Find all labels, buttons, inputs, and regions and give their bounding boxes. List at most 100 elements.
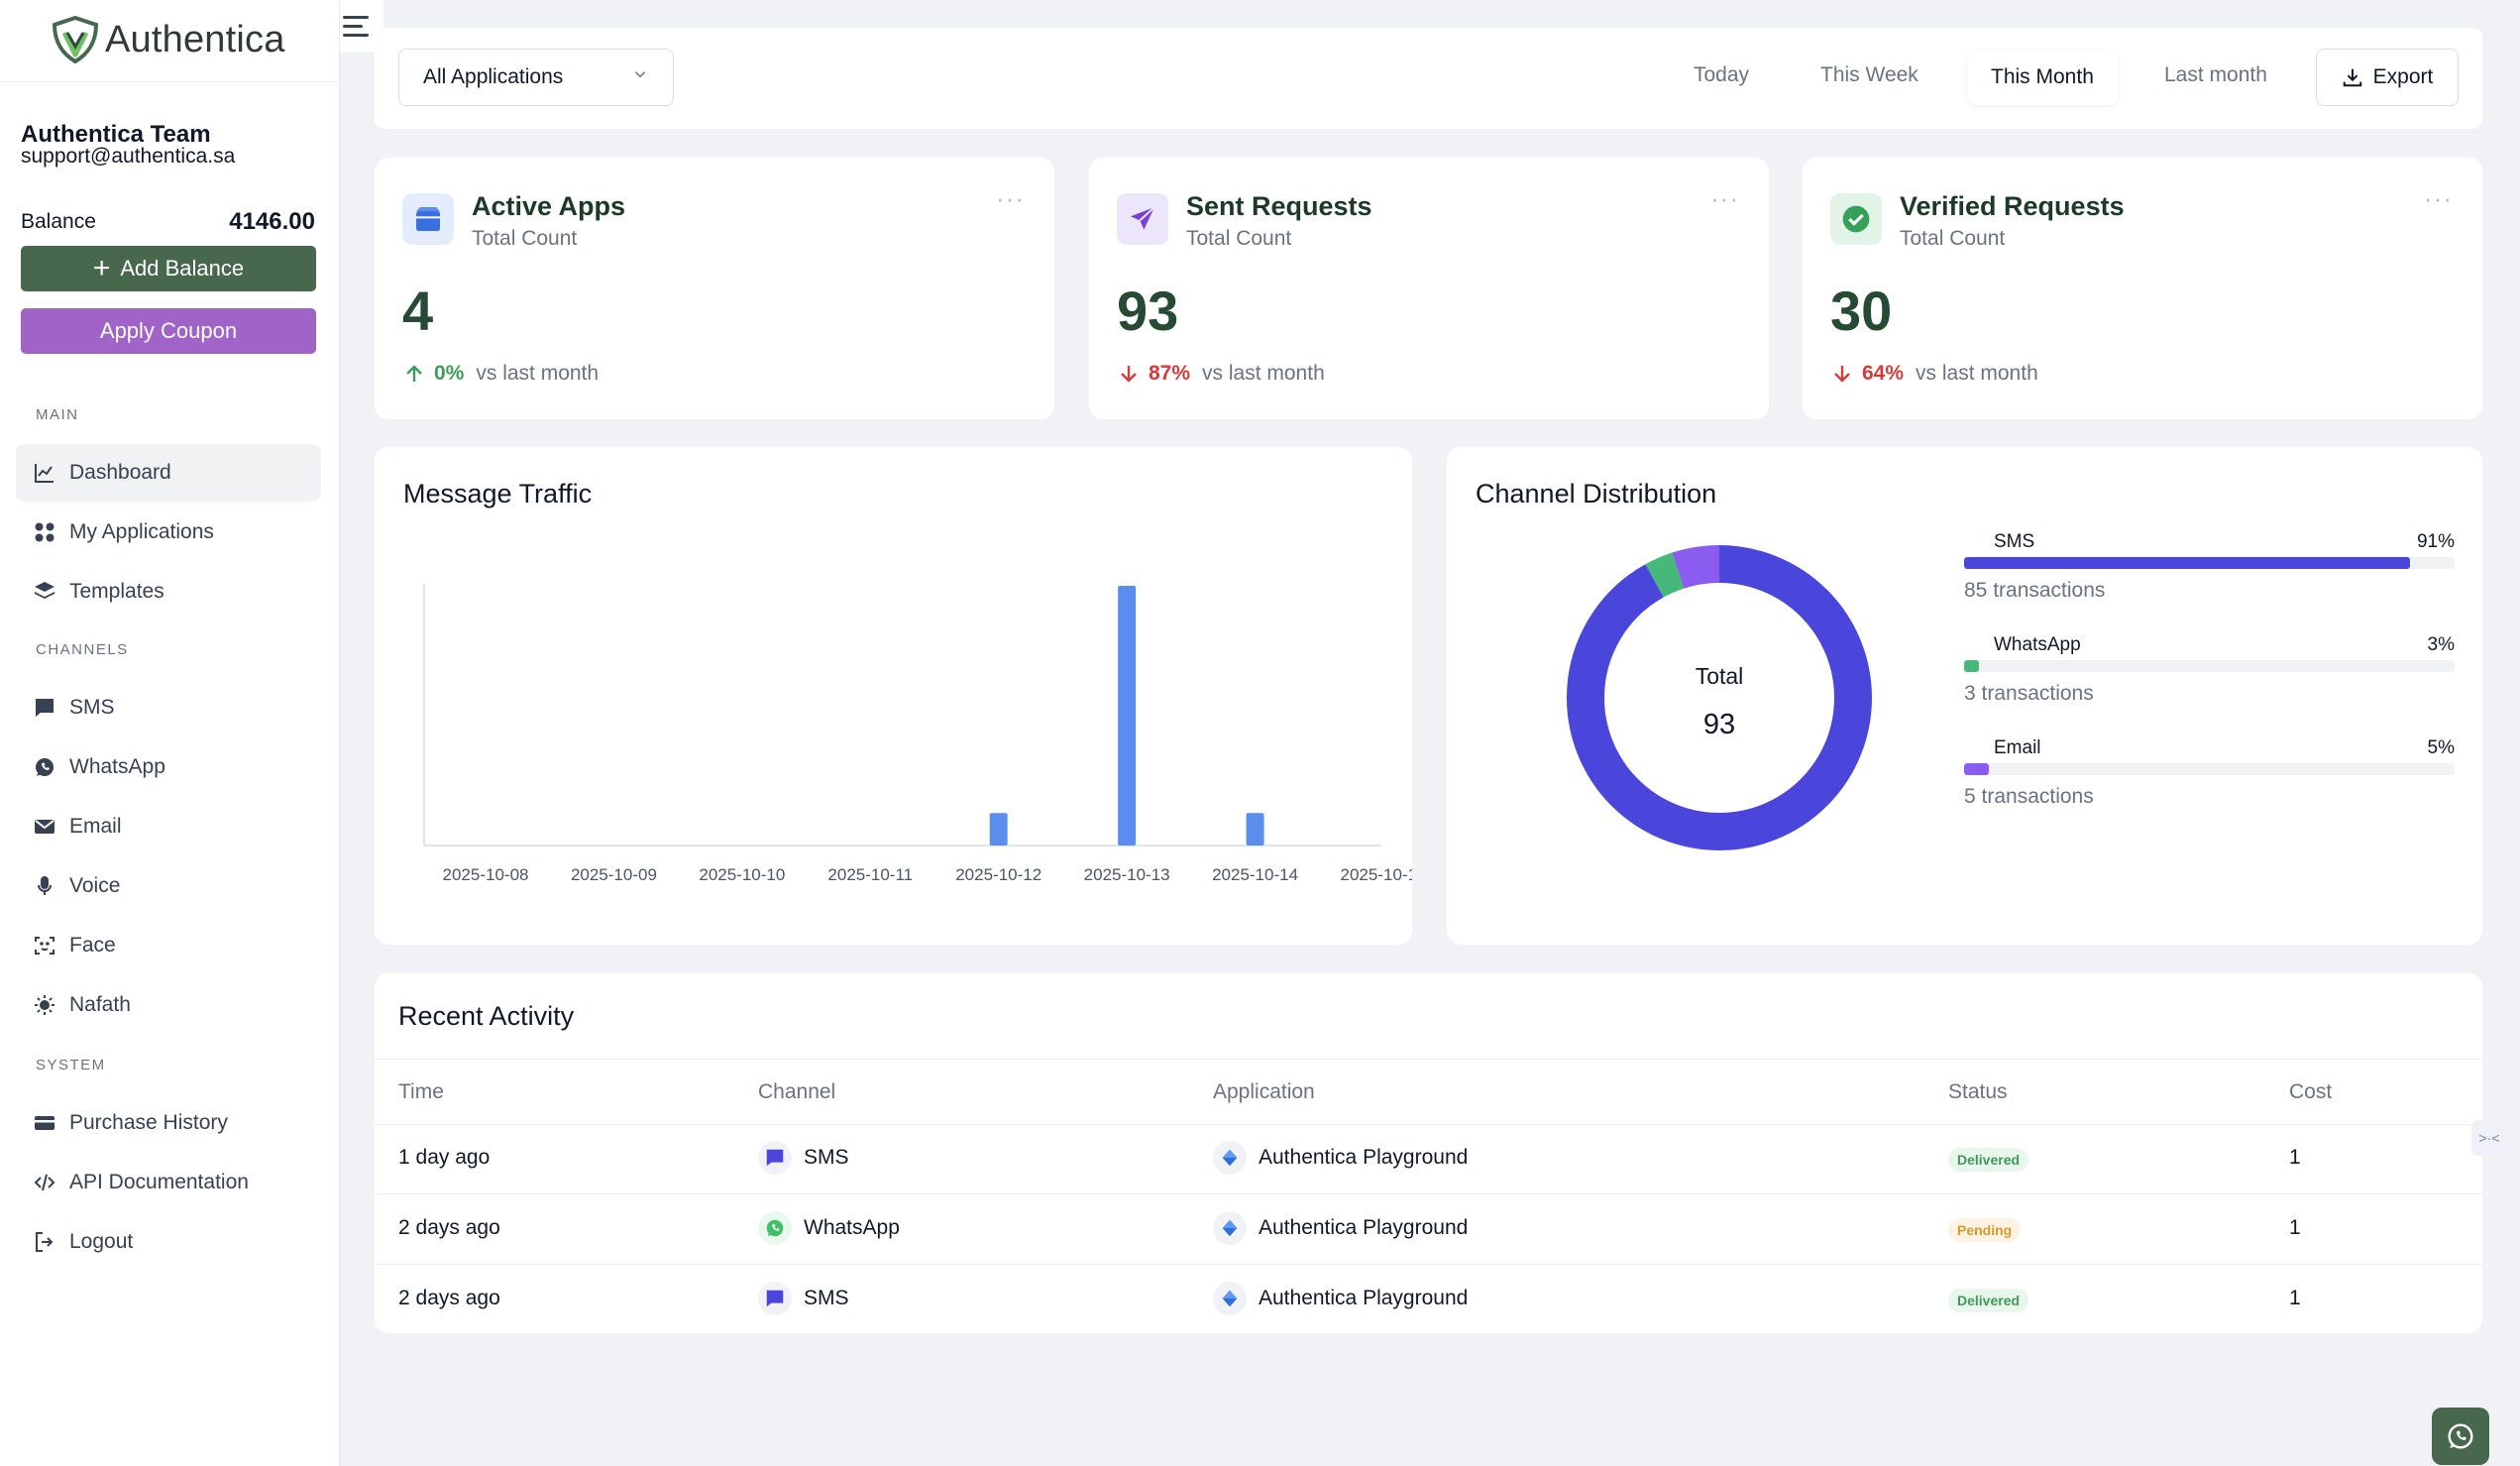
sidebar-item-label: Logout [69,1230,134,1253]
sidebar-item-sms[interactable]: SMS [16,679,321,736]
stat-title: Sent Requests [1186,191,1372,221]
stat-trend: 64% vs last month [1830,362,2038,386]
plus-icon: + [92,252,111,284]
diamond-icon [1213,1141,1247,1175]
sidebar-item-logout[interactable]: Logout [16,1213,321,1271]
more-options-icon[interactable]: ··· [2424,183,2453,213]
export-button[interactable]: Export [2316,49,2459,106]
sidebar-item-label: Email [69,815,122,838]
x-tick-label: 2025-10-14 [1212,865,1298,884]
apply-coupon-button[interactable]: Apply Coupon [21,308,316,354]
channel-transactions: 5 transactions [1964,785,2094,808]
brand-logo[interactable]: Authentica [50,14,285,65]
column-header-time[interactable]: Time [398,1080,444,1103]
channel-name: SMS [1994,531,2035,552]
period-this-week[interactable]: This Week [1820,63,1918,86]
x-tick-label: 2025-10-15 [1341,865,1412,884]
code-icon [32,1170,57,1195]
sidebar-item-my-applications[interactable]: My Applications [16,504,321,561]
apps-grid-icon [32,519,57,545]
stat-card-sent-requests: Sent Requests Total Count ··· 93 87% vs … [1089,158,1769,419]
donut-slice-sms[interactable] [1567,545,1872,850]
cell-channel-label: SMS [804,1287,849,1309]
brand-name: Authentica [105,18,285,60]
sidebar-item-voice[interactable]: Voice [16,857,321,915]
whatsapp-chat-button[interactable] [2432,1408,2489,1465]
stat-value: 93 [1117,280,1179,342]
period-this-month[interactable]: This Month [1967,50,2118,105]
sidebar-item-api-documentation[interactable]: API Documentation [16,1154,321,1211]
sidebar-item-label: Voice [69,874,121,897]
channel-percent: 5% [2427,737,2455,758]
cell-cost: 1 [2289,1287,2301,1309]
collapse-handle-icon[interactable]: >·< [2471,1120,2507,1156]
message-icon [758,1141,792,1175]
column-header-status[interactable]: Status [1948,1080,2008,1103]
channel-name: WhatsApp [1994,634,2081,655]
sidebar-item-label: SMS [69,696,115,719]
box-icon [402,193,454,245]
sidebar-item-dashboard[interactable]: Dashboard [16,444,321,502]
x-tick-label: 2025-10-10 [699,865,785,884]
face-scan-icon [32,933,57,959]
section-label-channels: CHANNELS [36,641,129,658]
diamond-icon [1213,1211,1247,1245]
bar-2025-10-14[interactable] [1246,813,1264,846]
message-icon [758,1282,792,1315]
balance-value: 4146.00 [229,208,315,235]
channel-donut-chart: Total 93 [1566,544,1873,851]
top-toolbar: All Applications Today This Week This Mo… [375,28,2482,129]
stat-value: 30 [1830,280,1893,342]
section-label-system: SYSTEM [36,1057,106,1073]
cell-application-label: Authentica Playground [1259,1146,1469,1169]
mail-icon [32,814,57,840]
channel-name: Email [1994,737,2041,758]
stat-compare: vs last month [1202,362,1325,385]
section-label-main: MAIN [36,406,79,423]
sidebar-item-purchase-history[interactable]: Purchase History [16,1094,321,1152]
donut-svg [1567,545,1872,850]
credit-card-icon [32,1110,57,1136]
column-header-application[interactable]: Application [1213,1080,1315,1103]
bar-2025-10-13[interactable] [1118,586,1137,846]
add-balance-button[interactable]: + Add Balance [21,246,316,291]
more-options-icon[interactable]: ··· [1710,183,1739,213]
x-tick-label: 2025-10-08 [443,865,529,884]
layers-icon [32,579,57,605]
sidebar-item-label: Templates [69,580,164,603]
channel-distribution-card: Channel Distribution Total 93 SMS 91% 85 t… [1447,447,2482,945]
cell-application-label: Authentica Playground [1259,1216,1469,1239]
sidebar-item-face[interactable]: Face [16,917,321,974]
cell-channel: SMS [758,1282,849,1315]
application-select[interactable]: All Applications [398,49,674,106]
sidebar-item-nafath[interactable]: Nafath [16,976,321,1034]
period-today[interactable]: Today [1694,63,1750,86]
more-options-icon[interactable]: ··· [996,183,1025,213]
balance-label: Balance [21,210,96,233]
stat-subtitle: Total Count [472,227,578,250]
sidebar-item-email[interactable]: Email [16,798,321,855]
team-email: support@authentica.sa [21,145,236,168]
period-last-month[interactable]: Last month [2164,63,2267,86]
channel-progress-fill [1964,557,2411,569]
column-header-channel[interactable]: Channel [758,1080,836,1103]
card-title: Channel Distribution [1476,479,1717,508]
column-header-cost[interactable]: Cost [2289,1080,2333,1103]
check-circle-icon [1830,193,1882,245]
x-tick-label: 2025-10-09 [571,865,657,884]
donut-slice-email[interactable] [1567,545,1872,850]
add-balance-label: Add Balance [120,256,245,281]
cell-time: 2 days ago [398,1216,500,1239]
cell-application-label: Authentica Playground [1259,1287,1469,1309]
arrow-down-icon [1121,366,1137,383]
microphone-icon [32,873,57,899]
sidebar-item-whatsapp[interactable]: WhatsApp [16,738,321,796]
sidebar-item-templates[interactable]: Templates [16,563,321,620]
cell-application: Authentica Playground [1213,1141,1468,1175]
stat-change: 0% [434,362,465,385]
application-select-value: All Applications [423,65,564,88]
message-traffic-chart: 2025-10-08 2025-10-09 2025-10-10 2025-10-11… [423,584,1412,884]
bar-2025-10-12[interactable] [989,813,1008,846]
shield-logo-icon [52,15,99,64]
channel-progress-fill [1964,763,1989,775]
